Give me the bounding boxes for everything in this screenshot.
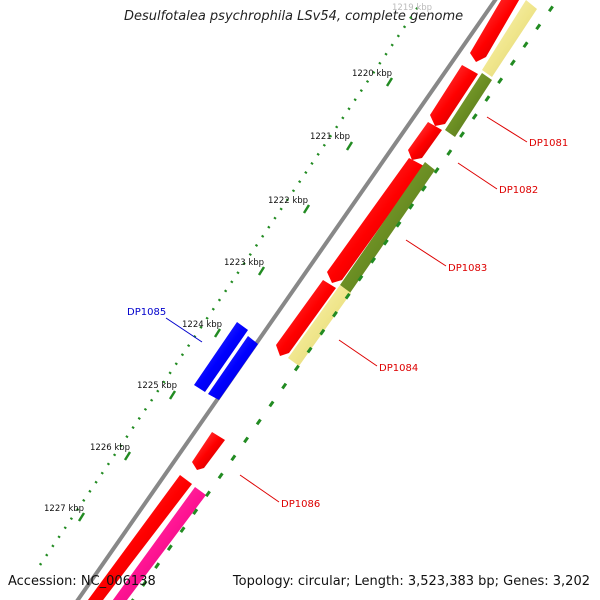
leader-lines	[165, 116, 528, 503]
gene-dp1083	[327, 158, 424, 283]
tick-ring	[38, 3, 422, 566]
gene-dp1085-b	[208, 336, 258, 400]
gene-label-dp1086: DP1086	[281, 499, 320, 510]
gene-cds-mid	[276, 280, 336, 356]
feature-trna-top	[482, 0, 537, 77]
genome-backbone	[75, 0, 498, 600]
gene-label-dp1083: DP1083	[448, 263, 487, 274]
gene-dp1086	[192, 432, 225, 470]
feature-marks-outer	[130, 0, 560, 600]
gene-label-dp1082: DP1082	[499, 185, 538, 196]
tick-label: 1219 kbp	[392, 3, 432, 13]
gene-dp1082	[408, 122, 442, 160]
gene-label-dp1085: DP1085	[127, 307, 166, 318]
tick-label: 1223 kbp	[224, 258, 264, 268]
gene-label-dp1081: DP1081	[529, 138, 568, 149]
tick-label: 1221 kbp	[310, 132, 350, 142]
feature-rrna-dp1083	[340, 162, 435, 293]
feature-misc-bottom	[112, 487, 206, 600]
gene-dp1081	[430, 65, 478, 126]
tick-marks	[77, 77, 394, 522]
gene-labels: DP1081 DP1082 DP1083 DP1084 DP1085 DP108…	[127, 138, 568, 510]
tick-label: 1225 kbp	[137, 381, 177, 391]
map-title: Desulfotalea psychrophila LSv54, complet…	[124, 9, 464, 24]
gene-label-dp1084: DP1084	[379, 363, 418, 374]
gene-dp1085-a	[194, 322, 248, 392]
tick-label: 1222 kbp	[268, 196, 308, 206]
tick-label: 1226 kbp	[90, 443, 130, 453]
tick-labels: 1219 kbp 1220 kbp 1221 kbp 1222 kbp 1223…	[44, 3, 432, 514]
feature-trna-dp1084	[288, 285, 351, 366]
tick-label: 1220 kbp	[352, 69, 392, 79]
gene-cds-top	[470, 0, 520, 62]
feature-rrna-dp1081	[445, 73, 492, 137]
tick-label: 1224 kbp	[182, 320, 222, 330]
accession-text: Accession: NC_006138	[8, 574, 156, 589]
genome-summary-text: Topology: circular; Length: 3,523,383 bp…	[232, 574, 590, 589]
tick-label: 1227 kbp	[44, 504, 84, 514]
gene-cds-bottom	[87, 475, 192, 600]
